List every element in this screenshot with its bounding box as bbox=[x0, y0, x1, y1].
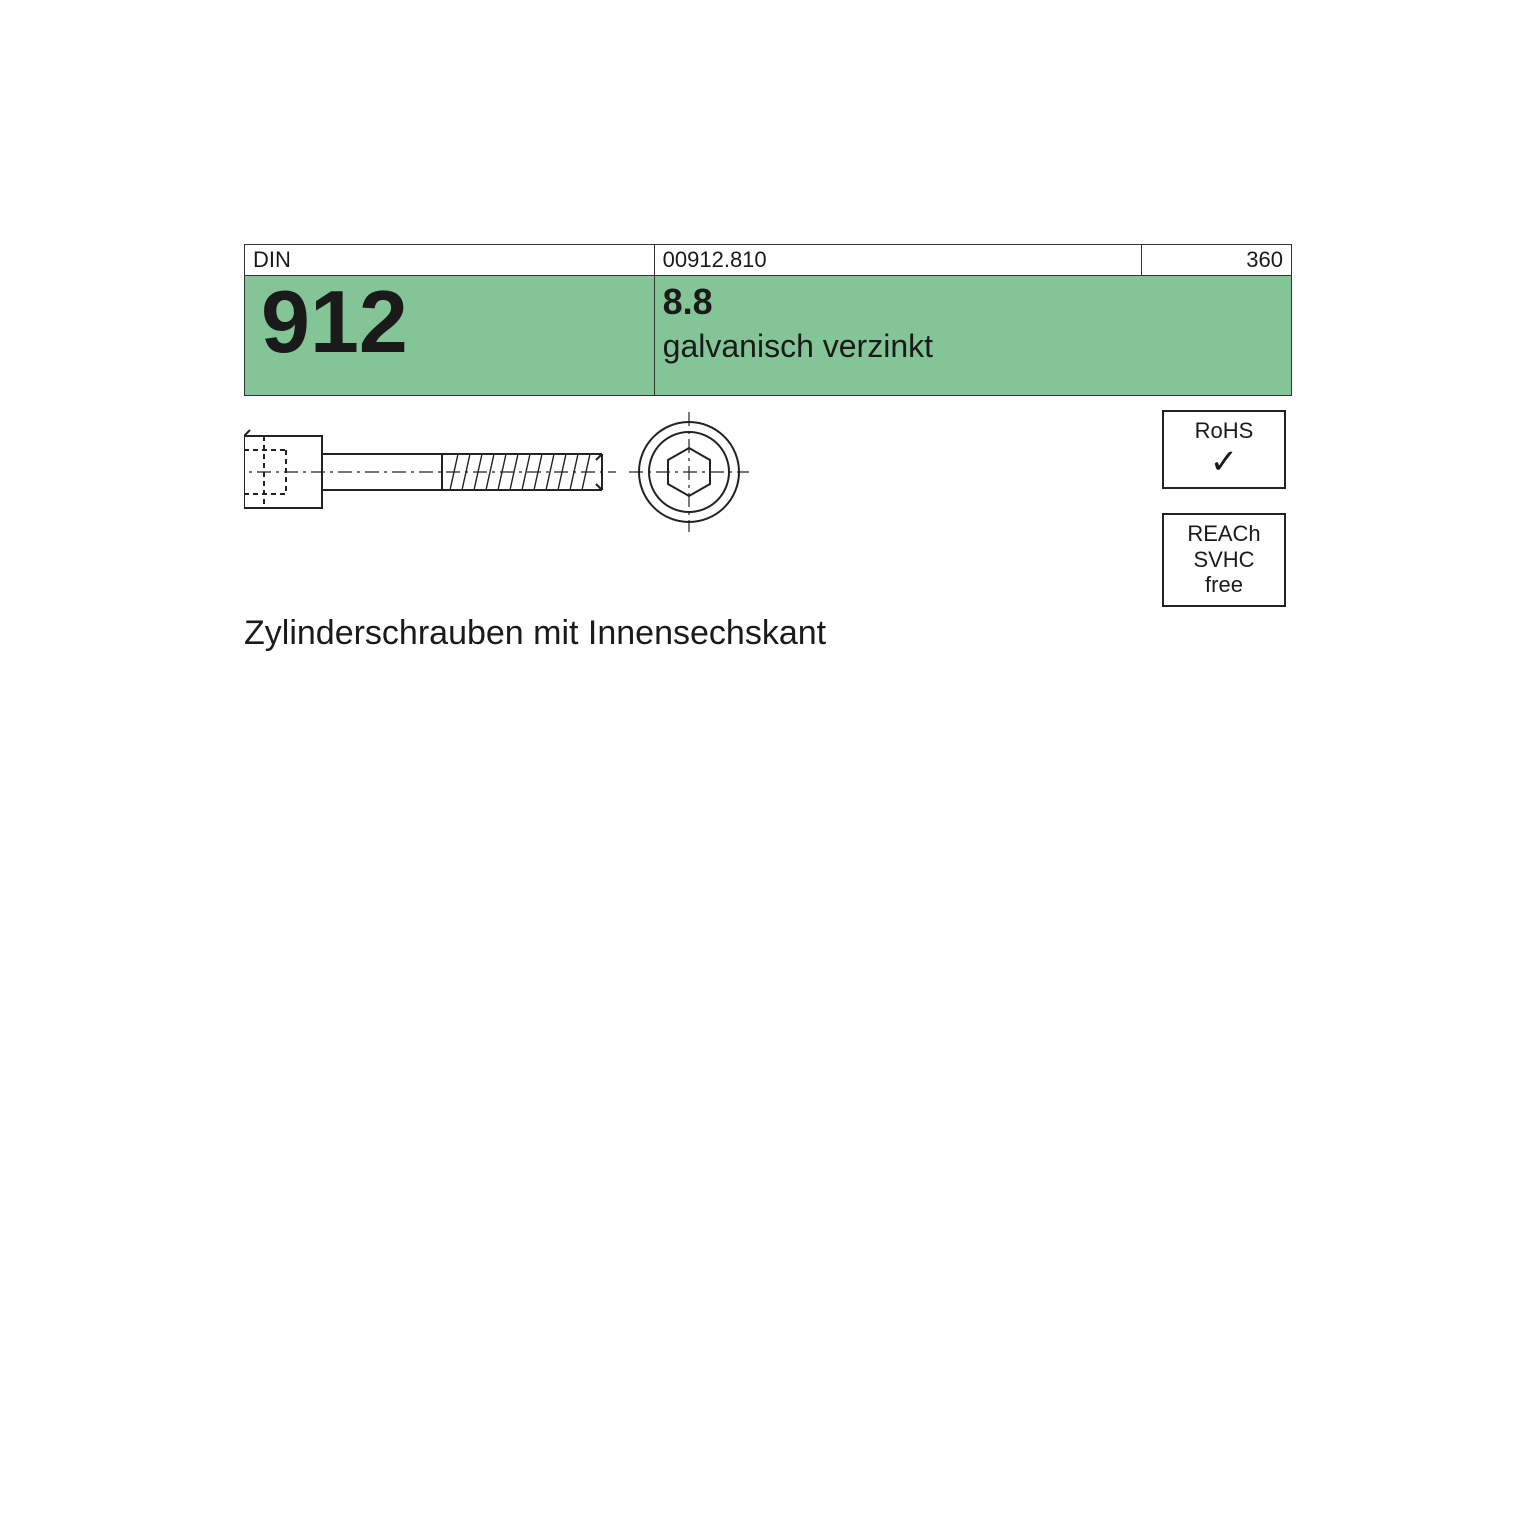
surface-finish: galvanisch verzinkt bbox=[663, 322, 1283, 365]
product-caption: Zylinderschrauben mit Innensechskant bbox=[244, 614, 826, 653]
rohs-badge: RoHS ✓ bbox=[1162, 410, 1286, 489]
screw-drawing bbox=[244, 412, 764, 542]
check-icon: ✓ bbox=[1170, 445, 1278, 479]
reach-badge: REACh SVHC free bbox=[1162, 513, 1286, 607]
reach-line1: REACh bbox=[1187, 521, 1260, 546]
hdr-left-label: DIN bbox=[245, 245, 655, 276]
hdr-page-no: 360 bbox=[1142, 245, 1292, 276]
din-number: 912 bbox=[253, 278, 646, 366]
hdr-article-no: 00912.810 bbox=[654, 245, 1141, 276]
strength-grade: 8.8 bbox=[663, 278, 1283, 322]
header-table: DIN 00912.810 360 912 8.8 galvanisch ver… bbox=[244, 244, 1292, 396]
reach-line3: free bbox=[1205, 572, 1243, 597]
rohs-label: RoHS bbox=[1195, 418, 1254, 443]
reach-line2: SVHC bbox=[1193, 547, 1254, 572]
